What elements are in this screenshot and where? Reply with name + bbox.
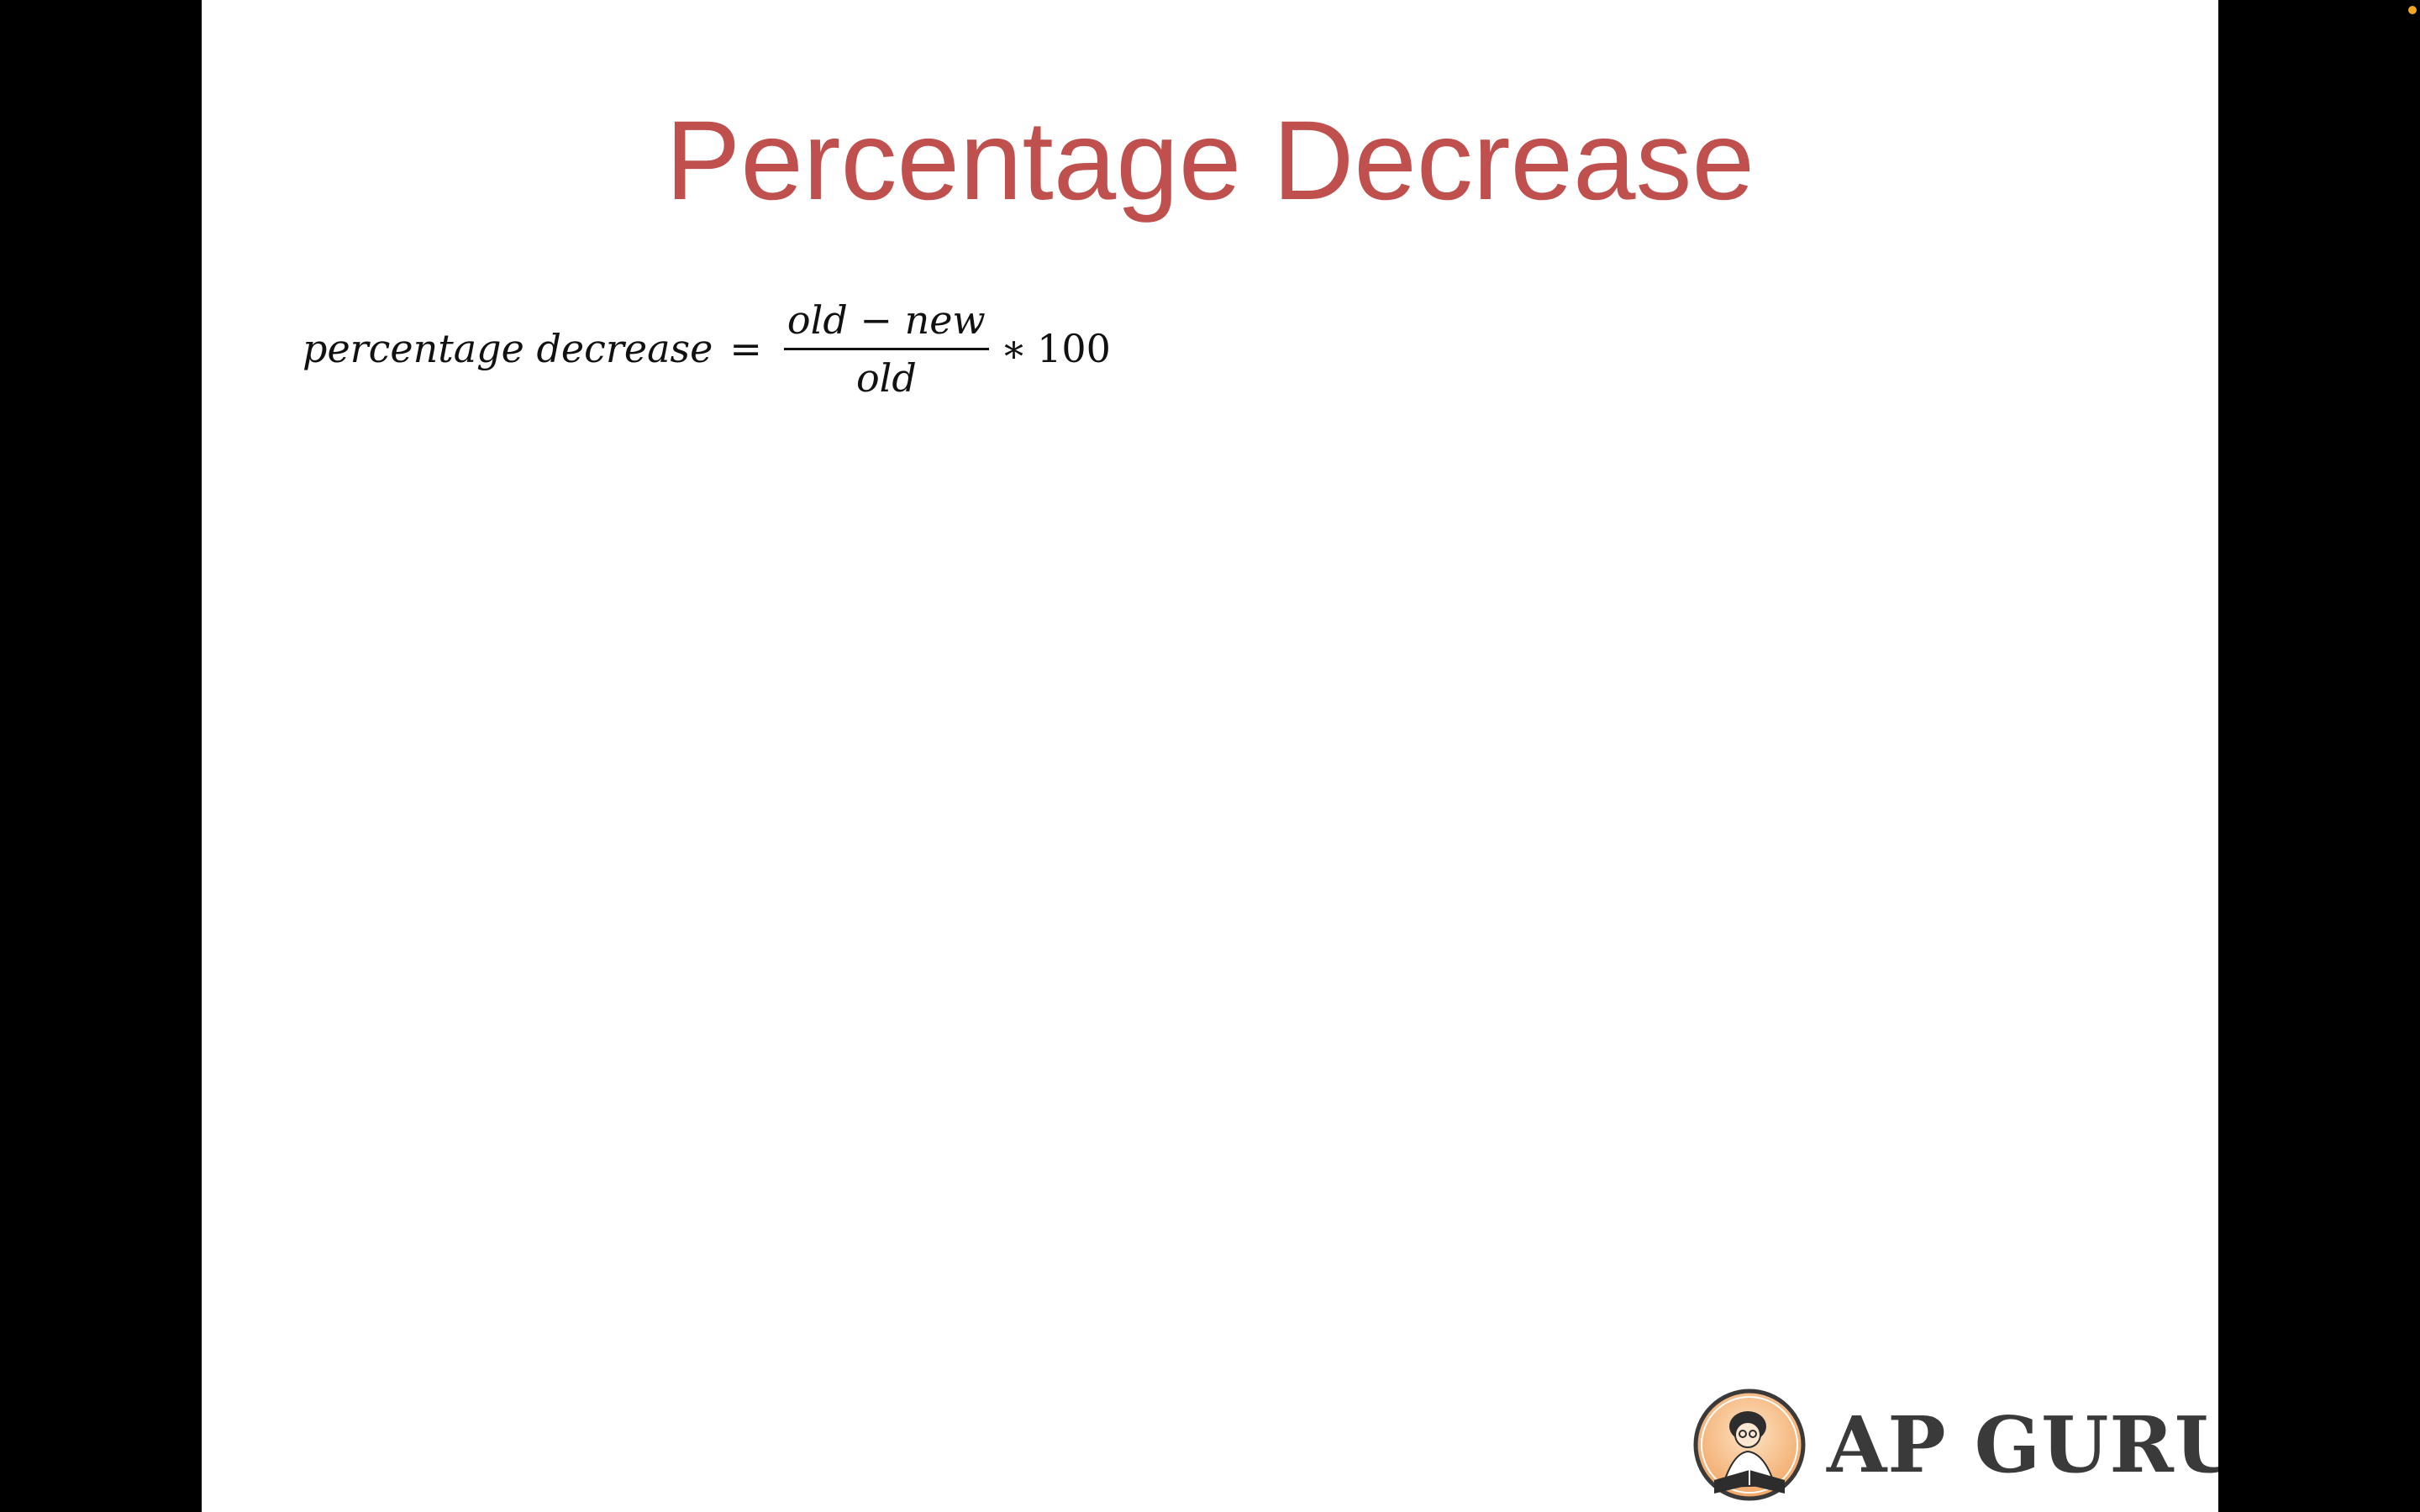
slide-canvas: Percentage Decrease percentage decrease …: [202, 0, 2218, 1512]
formula-multiply: ∗: [1000, 326, 1028, 371]
formula-fraction: old − new old: [783, 297, 989, 401]
formula-multiplier: 100: [1037, 326, 1111, 371]
slide-title: Percentage Decrease: [665, 98, 1755, 223]
reading-person-badge-icon: [1693, 1389, 1806, 1501]
ap-guru-logo: AP GURU: [1691, 1378, 2218, 1512]
formula-lhs: percentage decrease: [302, 326, 713, 371]
formula-denominator: old: [855, 354, 917, 401]
percentage-decrease-formula: percentage decrease = old − new old ∗ 10…: [302, 290, 1111, 407]
formula-equals: =: [729, 326, 762, 371]
numerator-old: old: [786, 297, 848, 343]
numerator-new: new: [904, 297, 986, 343]
numerator-minus: −: [860, 297, 892, 343]
formula-numerator: old − new: [783, 297, 989, 350]
logo-text: AP GURU: [1827, 1399, 2218, 1490]
recording-indicator-dot: [2408, 6, 2417, 14]
